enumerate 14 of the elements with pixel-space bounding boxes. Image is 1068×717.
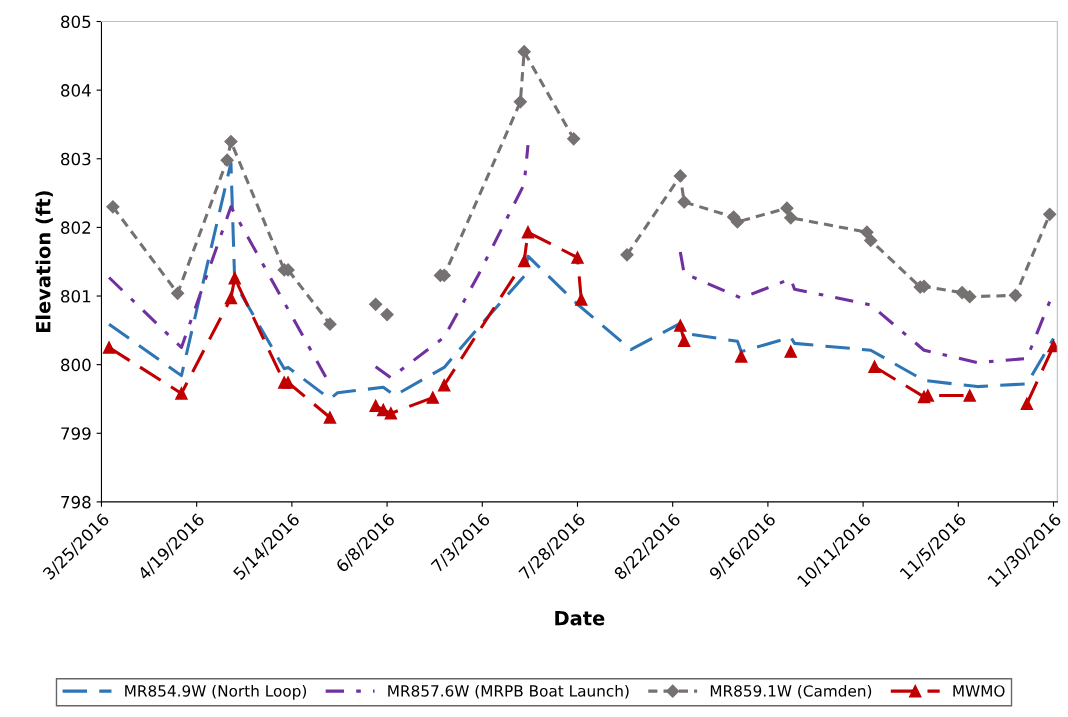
y-tick-label: 801 bbox=[61, 289, 91, 303]
y-tick-label: 804 bbox=[61, 84, 91, 97]
legend-label: MR857.6W (MRPB Boat Launch) bbox=[388, 684, 629, 699]
y-tick-label: 798 bbox=[61, 495, 91, 509]
y-tick-label: 805 bbox=[61, 15, 91, 29]
y-tick-label: 803 bbox=[61, 152, 91, 166]
y-axis-title: Elevation (ft) bbox=[35, 191, 53, 333]
legend-label: MR859.1W (Camden) bbox=[710, 684, 872, 699]
y-tick-label: 799 bbox=[61, 427, 91, 440]
x-axis-title: Date bbox=[555, 611, 605, 626]
y-tick-label: 802 bbox=[61, 221, 91, 234]
legend-label: MWMO bbox=[953, 685, 1005, 697]
y-tick-label: 800 bbox=[61, 358, 91, 372]
legend-label: MR854.9W (North Loop) bbox=[125, 684, 307, 700]
